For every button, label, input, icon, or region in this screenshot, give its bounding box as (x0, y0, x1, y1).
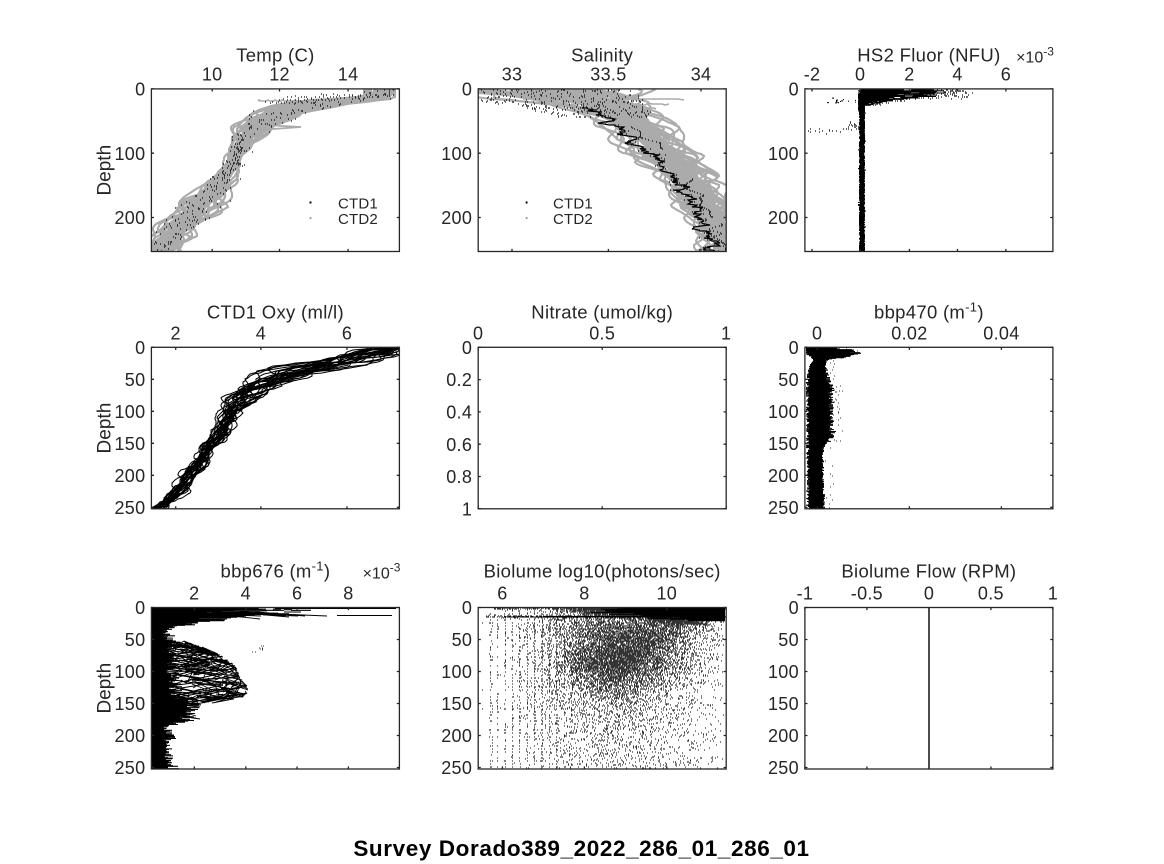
svg-text:0.4: 0.4 (446, 403, 472, 423)
svg-text:10: 10 (656, 584, 677, 604)
svg-text:200: 200 (114, 726, 145, 746)
svg-text:50: 50 (125, 370, 146, 390)
svg-text:8: 8 (343, 584, 353, 604)
svg-text:0: 0 (462, 598, 472, 618)
svg-text:0.04: 0.04 (983, 324, 1019, 344)
svg-text:Depth: Depth (95, 663, 116, 714)
svg-text:150: 150 (441, 694, 472, 714)
svg-text:100: 100 (441, 662, 472, 682)
svg-text:50: 50 (778, 630, 799, 650)
svg-text:HS2 Fluor (NFU): HS2 Fluor (NFU) (857, 45, 1000, 66)
svg-text:Salinity: Salinity (571, 45, 633, 66)
svg-text:100: 100 (114, 402, 145, 422)
svg-text:6: 6 (292, 584, 302, 604)
svg-text:200: 200 (441, 726, 472, 746)
svg-text:CTD1 Oxy (ml/l): CTD1 Oxy (ml/l) (207, 302, 344, 323)
svg-text:2: 2 (189, 584, 199, 604)
svg-text:0: 0 (789, 598, 799, 618)
svg-text:-1: -1 (797, 584, 814, 604)
svg-text:50: 50 (125, 630, 146, 650)
svg-text:1: 1 (721, 324, 731, 344)
svg-text:Survey Dorado389_2022_286_01_2: Survey Dorado389_2022_286_01_286_01 (353, 836, 809, 861)
svg-text:4: 4 (256, 324, 266, 344)
svg-text:12: 12 (269, 65, 290, 85)
svg-text:250: 250 (114, 758, 145, 778)
svg-text:34: 34 (691, 65, 712, 85)
svg-text:1: 1 (1048, 584, 1058, 604)
svg-text:bbp470 (m-1): bbp470 (m-1) (874, 300, 984, 323)
svg-text:100: 100 (441, 144, 472, 164)
svg-text:Temp (C): Temp (C) (236, 45, 314, 66)
svg-text:6: 6 (342, 324, 352, 344)
svg-text:Depth: Depth (95, 145, 116, 196)
svg-text:100: 100 (768, 402, 799, 422)
svg-text:250: 250 (768, 498, 799, 518)
svg-text:Nitrate (umol/kg): Nitrate (umol/kg) (531, 302, 673, 323)
svg-text:-2: -2 (804, 65, 821, 85)
svg-text:200: 200 (768, 466, 799, 486)
svg-text:33: 33 (502, 65, 523, 85)
svg-text:0: 0 (473, 324, 483, 344)
svg-text:0: 0 (812, 324, 822, 344)
svg-text:0: 0 (924, 584, 934, 604)
svg-text:0.5: 0.5 (589, 324, 615, 344)
svg-text:10: 10 (202, 65, 223, 85)
svg-text:-0.5: -0.5 (851, 584, 883, 604)
svg-text:0: 0 (855, 65, 865, 85)
svg-text:0.6: 0.6 (446, 435, 472, 455)
svg-text:bbp676 (m-1): bbp676 (m-1) (221, 559, 331, 582)
svg-text:200: 200 (768, 208, 799, 228)
svg-text:0.2: 0.2 (446, 370, 472, 390)
svg-text:250: 250 (441, 758, 472, 778)
svg-text:0: 0 (789, 338, 799, 358)
svg-text:Biolume log10(photons/sec): Biolume log10(photons/sec) (484, 561, 721, 582)
svg-text:Biolume Flow (RPM): Biolume Flow (RPM) (841, 561, 1016, 582)
svg-text:100: 100 (114, 662, 145, 682)
svg-text:6: 6 (497, 584, 507, 604)
svg-text:0: 0 (135, 338, 145, 358)
svg-text:100: 100 (768, 144, 799, 164)
svg-text:CTD2: CTD2 (553, 211, 593, 228)
svg-text:14: 14 (338, 65, 359, 85)
svg-text:200: 200 (114, 208, 145, 228)
svg-text:0: 0 (462, 338, 472, 358)
svg-text:0: 0 (462, 80, 472, 100)
svg-text:0: 0 (789, 80, 799, 100)
svg-text:150: 150 (114, 434, 145, 454)
svg-text:CTD1: CTD1 (553, 195, 593, 212)
svg-text:8: 8 (579, 584, 589, 604)
svg-text:0: 0 (135, 80, 145, 100)
svg-text:0.02: 0.02 (891, 324, 927, 344)
svg-text:0.5: 0.5 (978, 584, 1004, 604)
svg-text:4: 4 (241, 584, 251, 604)
svg-text:2: 2 (904, 65, 914, 85)
svg-text:6: 6 (1001, 65, 1011, 85)
svg-text:200: 200 (441, 208, 472, 228)
svg-text:0.8: 0.8 (446, 467, 472, 487)
svg-text:200: 200 (768, 726, 799, 746)
svg-text:2: 2 (171, 324, 181, 344)
svg-text:250: 250 (768, 758, 799, 778)
svg-text:100: 100 (768, 662, 799, 682)
svg-text:33.5: 33.5 (590, 65, 626, 85)
svg-text:100: 100 (114, 144, 145, 164)
svg-text:CTD2: CTD2 (338, 211, 378, 228)
svg-text:1: 1 (462, 499, 472, 519)
svg-text:250: 250 (114, 498, 145, 518)
svg-text:50: 50 (778, 370, 799, 390)
svg-text:4: 4 (952, 65, 962, 85)
svg-text:200: 200 (114, 466, 145, 486)
svg-text:0: 0 (135, 598, 145, 618)
svg-text:50: 50 (452, 630, 473, 650)
svg-text:150: 150 (768, 434, 799, 454)
svg-text:CTD1: CTD1 (338, 195, 378, 212)
svg-text:Depth: Depth (95, 403, 116, 454)
svg-text:150: 150 (768, 694, 799, 714)
svg-text:150: 150 (114, 694, 145, 714)
